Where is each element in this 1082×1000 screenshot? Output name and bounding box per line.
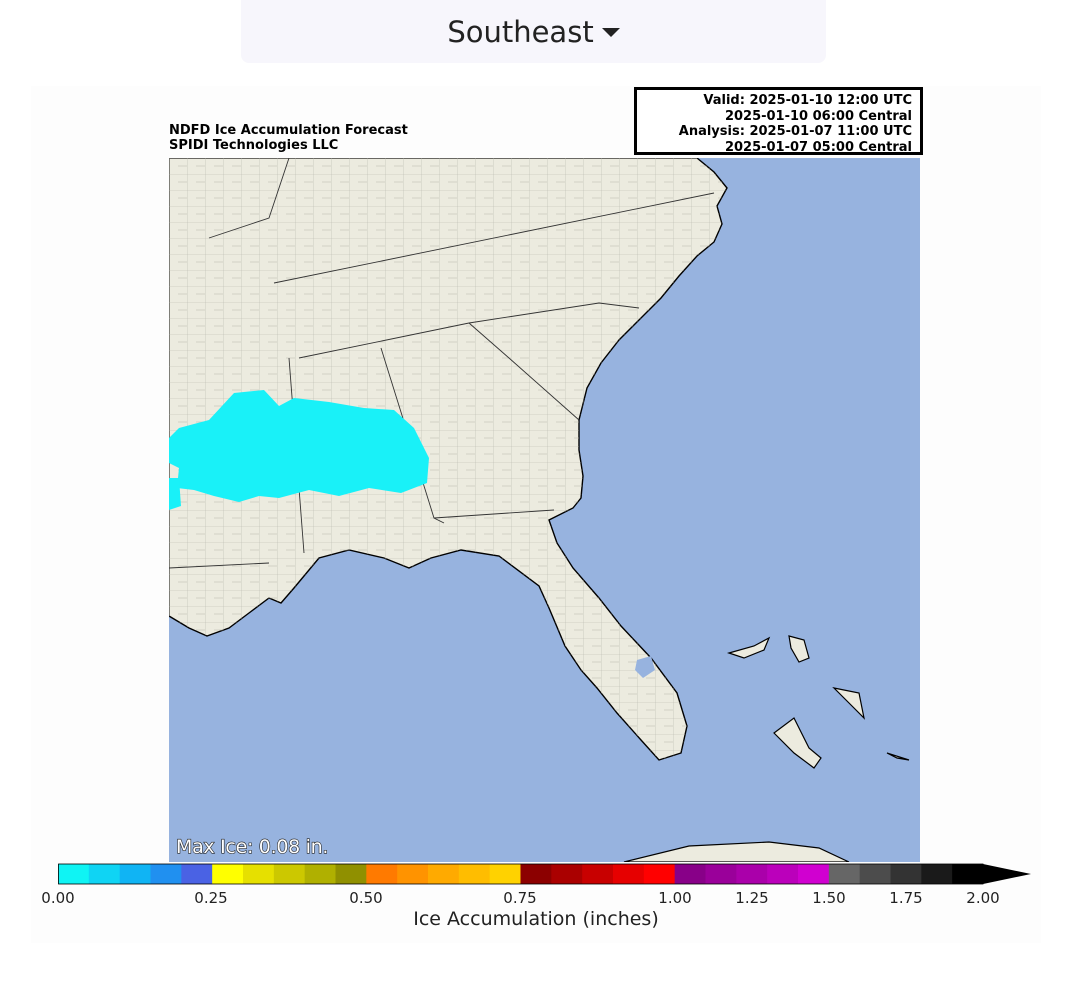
southeast-map (169, 158, 920, 862)
ice-forecast-figure: NDFD Ice Accumulation Forecast SPIDI Tec… (31, 86, 1041, 943)
colorbar-tick: 1.75 (889, 889, 923, 907)
colorbar-tick: 0.25 (194, 889, 228, 907)
bahamas-island-3 (773, 717, 822, 769)
colorbar-swatch (243, 864, 275, 884)
region-dropdown-label: Southeast (447, 14, 594, 49)
colorbar-frame (58, 863, 984, 885)
colorbar-swatch (366, 864, 398, 884)
valid-central: 2025-01-10 06:00 Central (724, 108, 912, 124)
colorbar-extend-arrow (983, 864, 1031, 884)
colorbar-tick: 1.50 (812, 889, 846, 907)
colorbar-swatch (921, 864, 953, 884)
colorbar-swatch (458, 864, 491, 884)
ice-colorbar (58, 863, 1031, 885)
colorbar-swatch (335, 864, 367, 884)
colorbar-swatch (304, 864, 336, 884)
colorbar-swatch (674, 864, 706, 884)
bahamas-island-2 (788, 635, 810, 663)
cuba (623, 841, 850, 862)
colorbar-swatch (890, 864, 922, 884)
colorbar-swatch (58, 864, 90, 884)
colorbar-ticks: 0.00 0.25 0.50 0.75 1.00 1.25 1.50 1.75 … (31, 886, 1041, 911)
colorbar-tick: 1.00 (658, 889, 692, 907)
bahamas-island-4 (832, 687, 865, 720)
map-svg (169, 158, 920, 862)
colorbar-swatch (119, 864, 151, 884)
colorbar-tick: 0.00 (41, 889, 75, 907)
max-ice-label: Max Ice: 0.08 in. (175, 835, 329, 858)
colorbar-swatch (859, 864, 891, 884)
analysis-central: 2025-01-07 05:00 Central (724, 139, 912, 155)
colorbar-swatch (798, 864, 830, 884)
colorbar-axis-label: Ice Accumulation (inches) (413, 908, 659, 930)
region-dropdown[interactable]: Southeast (241, 0, 826, 63)
colorbar-swatch (520, 864, 552, 884)
caret-down-icon (601, 28, 620, 37)
colorbar-swatch (181, 864, 213, 884)
colorbar-swatch (88, 864, 121, 884)
colorbar-swatch (705, 864, 737, 884)
colorbar-tick: 1.25 (735, 889, 769, 907)
colorbar-tick: 0.50 (349, 889, 383, 907)
colorbar-swatch (273, 864, 306, 884)
colorbar-swatch (150, 864, 182, 884)
bahamas-island-1 (726, 636, 771, 659)
map-title-line-2: SPIDI Technologies LLC (169, 138, 339, 153)
colorbar-swatch (736, 864, 768, 884)
map-title: NDFD Ice Accumulation Forecast SPIDI Tec… (169, 123, 408, 153)
map-title-line-1: NDFD Ice Accumulation Forecast (169, 123, 408, 138)
valid-utc: Valid: 2025-01-10 12:00 UTC (703, 93, 912, 108)
county-lines (169, 158, 727, 760)
analysis-utc: Analysis: 2025-01-07 11:00 UTC (678, 124, 912, 139)
colorbar-tick: 2.00 (966, 889, 1000, 907)
colorbar-swatch (952, 864, 984, 884)
colorbar-swatch (582, 864, 614, 884)
bahamas-island-5 (886, 752, 910, 761)
colorbar-swatch (428, 864, 460, 884)
colorbar-swatch (212, 864, 244, 884)
colorbar-swatch (489, 864, 521, 884)
colorbar-swatch (551, 864, 583, 884)
ice-accumulation-area (169, 390, 429, 502)
lake-okeechobee (635, 656, 655, 678)
colorbar-swatch (397, 864, 429, 884)
colorbar-swatch (767, 864, 799, 884)
colorbar-swatch (828, 864, 861, 884)
colorbar-swatch (643, 864, 676, 884)
valid-time-box: Valid: 2025-01-10 12:00 UTC 2025-01-10 0… (634, 87, 923, 155)
colorbar-tick: 0.75 (503, 889, 537, 907)
ice-accumulation-edge (169, 478, 181, 510)
colorbar-swatch (613, 864, 645, 884)
